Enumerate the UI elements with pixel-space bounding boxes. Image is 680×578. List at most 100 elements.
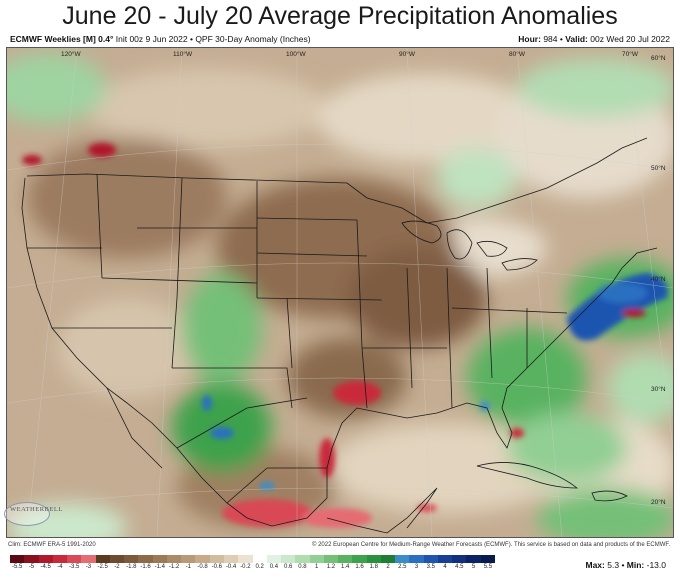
legend-swatch — [352, 555, 368, 563]
legend-label: -4 — [57, 564, 63, 570]
legend-label: -1.6 — [140, 564, 151, 570]
legend-swatch — [52, 555, 68, 563]
min-label: Min: — [626, 560, 645, 570]
legend-swatch — [266, 555, 282, 563]
anomaly-extremes — [22, 143, 668, 528]
legend-swatch — [152, 555, 168, 563]
hour-label: Hour: — [518, 34, 541, 44]
weatherbell-logo — [4, 502, 50, 526]
legend-label: 1.4 — [341, 564, 350, 570]
legend-swatch — [38, 555, 54, 563]
legend-swatch — [109, 555, 125, 563]
legend-label: 3.5 — [426, 564, 435, 570]
legend-label: -2 — [114, 564, 120, 570]
legend-swatch — [323, 555, 339, 563]
legend-label: -1.4 — [154, 564, 165, 570]
legend-label: 0.2 — [255, 564, 264, 570]
legend-swatch — [24, 555, 39, 563]
header-right: Hour: 984 • Valid: 00z Wed 20 Jul 2022 — [518, 34, 670, 44]
max-min-readout: Max: 5.3 • Min: -13.0 — [585, 560, 666, 570]
legend-swatch — [223, 555, 239, 563]
legend-label: 4 — [443, 564, 447, 570]
legend-label: 3 — [414, 564, 419, 570]
legend-swatch — [67, 555, 82, 563]
map-svg: 120°W 110°W 100°W 90°W 80°W 70°W 60°N 50… — [7, 48, 673, 537]
lat-label: 40°N — [651, 275, 666, 283]
separator-dot: • — [621, 560, 627, 570]
copyright-note: © 2022 European Centre for Medium-Range … — [312, 542, 671, 548]
lat-labels: 60°N 50°N 40°N 30°N 20°N — [651, 54, 666, 506]
legend-label: -3.5 — [69, 564, 80, 570]
lat-label: 30°N — [651, 385, 666, 393]
legend-swatch — [138, 555, 154, 563]
legend-swatch — [295, 555, 311, 563]
legend-label: 0.6 — [283, 564, 293, 570]
legend-label: 0.8 — [298, 564, 307, 570]
legend-label: 5 — [471, 564, 476, 570]
legend-swatch — [209, 555, 225, 563]
legend-label: -0.2 — [240, 564, 251, 570]
lon-label: 80°W — [509, 50, 526, 58]
legend-label: -5.5 — [11, 564, 23, 570]
hour-value: 984 — [543, 34, 558, 44]
separator-dot: • — [189, 34, 196, 44]
valid-label: Valid: — [565, 34, 588, 44]
separator-dot: • — [559, 34, 566, 44]
clim-note: Clim: ECMWF ERA-5 1991-2020 — [8, 542, 96, 548]
model-name: ECMWF Weeklies [M] 0.4° — [10, 34, 114, 44]
map-header: ECMWF Weeklies [M] 0.4° Init 00z 9 Jun 2… — [6, 33, 674, 47]
legend-label: 0.4 — [269, 564, 279, 570]
legend-swatch — [252, 555, 268, 563]
legend-label: 1.8 — [369, 564, 378, 570]
legend-label: 2 — [386, 564, 390, 570]
legend-label: -1.8 — [126, 564, 137, 570]
weatherbell-logo-text: WEATHERBELL — [10, 506, 63, 513]
lon-label: 90°W — [399, 50, 416, 58]
min-value: -13.0 — [646, 560, 666, 570]
precip-anomaly-map: 120°W 110°W 100°W 90°W 80°W 70°W 60°N 50… — [6, 47, 674, 538]
lat-label: 50°N — [651, 164, 666, 172]
lon-label: 70°W — [622, 50, 639, 58]
legend-swatch — [166, 555, 182, 563]
legend-label: 4.5 — [455, 564, 464, 570]
lat-label: 20°N — [651, 498, 666, 506]
legend-label: -2.5 — [97, 564, 108, 570]
legend-label: -1 — [185, 564, 191, 570]
legend-swatch — [395, 555, 410, 563]
lat-lon-grid — [7, 48, 673, 537]
legend-swatch — [309, 555, 325, 563]
legend-swatch — [238, 555, 253, 563]
legend-swatch — [466, 555, 482, 563]
max-label: Max: — [585, 560, 605, 570]
legend-swatch — [195, 555, 211, 563]
legend-label: -0.6 — [211, 564, 222, 570]
legend-swatch — [124, 555, 139, 563]
lat-label: 60°N — [651, 54, 666, 62]
legend-label: 5.5 — [483, 564, 493, 570]
lon-label: 100°W — [286, 50, 306, 58]
legend-swatch — [338, 555, 353, 563]
legend-swatch — [81, 555, 97, 563]
legend-swatch — [452, 555, 467, 563]
legend-label: 1 — [315, 564, 319, 570]
boundaries — [21, 137, 658, 534]
legend-swatch — [437, 555, 453, 563]
valid-value: 00z Wed 20 Jul 2022 — [590, 34, 670, 44]
legend-swatch — [423, 555, 439, 563]
legend-label: -4.5 — [40, 564, 51, 570]
lon-label: 120°W — [61, 50, 81, 58]
legend-swatch — [366, 555, 382, 563]
color-legend: -5.5 -5 -4.5 -4 -3.5 -3 -2.5 -2 -1.8 -1.6 -1.4 -1.2… — [10, 555, 496, 573]
header-left: ECMWF Weeklies [M] 0.4° Init 00z 9 Jun 2… — [10, 34, 311, 44]
legend-swatch — [10, 555, 25, 563]
legend-label: -0.4 — [225, 564, 237, 570]
legend-label: -0.8 — [197, 564, 208, 570]
page-title: June 20 - July 20 Average Precipitation … — [62, 2, 618, 30]
legend-swatch — [181, 555, 196, 563]
legend-swatch — [380, 555, 396, 563]
init-time: Init 00z 9 Jun 2022 — [115, 34, 188, 44]
legend-label: 1.2 — [326, 564, 336, 570]
legend-swatch — [480, 555, 496, 563]
legend-label: 1.6 — [355, 564, 364, 570]
legend-label: -5 — [28, 564, 35, 570]
